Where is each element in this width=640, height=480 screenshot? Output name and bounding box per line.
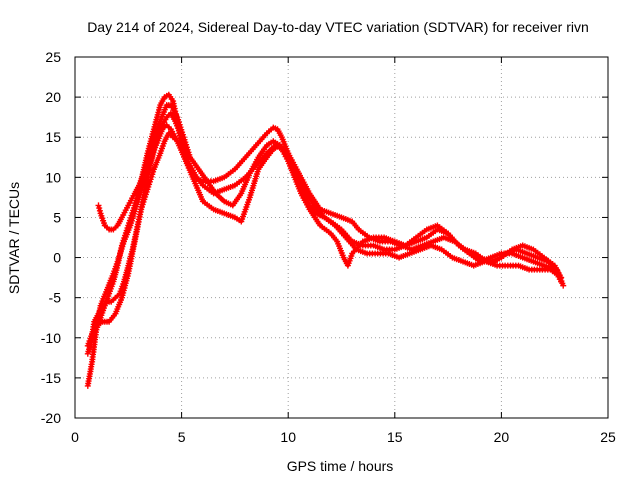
x-tick-label: 10 xyxy=(280,429,296,445)
x-tick-label: 15 xyxy=(387,429,403,445)
x-tick-label: 25 xyxy=(600,429,616,445)
x-tick-label: 5 xyxy=(178,429,186,445)
y-tick-label: 15 xyxy=(45,129,61,145)
data-point xyxy=(558,274,565,281)
x-axis-label: GPS time / hours xyxy=(287,458,394,474)
data-point xyxy=(560,282,567,289)
y-tick-label: 0 xyxy=(53,250,61,266)
y-tick-label: 25 xyxy=(45,49,61,65)
y-tick-label: -20 xyxy=(41,410,61,426)
series-4 xyxy=(95,102,565,281)
x-tick-label: 0 xyxy=(71,429,79,445)
y-tick-label: 5 xyxy=(53,209,61,225)
series-layer xyxy=(84,91,567,389)
y-tick-label: 20 xyxy=(45,89,61,105)
y-tick-label: -10 xyxy=(41,330,61,346)
y-tick-label: -15 xyxy=(41,370,61,386)
y-tick-label: -5 xyxy=(49,290,62,306)
ticks xyxy=(74,56,609,419)
plot-frame xyxy=(74,56,609,419)
x-tick-label: 20 xyxy=(494,429,510,445)
y-tick-label: 10 xyxy=(45,169,61,185)
tick-labels: 0 5 10 15 20 25 -20 -15 -10 -5 0 5 10 15 20 25 xyxy=(41,49,616,445)
data-point xyxy=(174,138,181,145)
y-axis-label: SDTVAR / TECUs xyxy=(6,182,22,294)
chart-title: Day 214 of 2024, Sidereal Day-to-day VTE… xyxy=(87,19,589,35)
series-5 xyxy=(86,130,181,353)
